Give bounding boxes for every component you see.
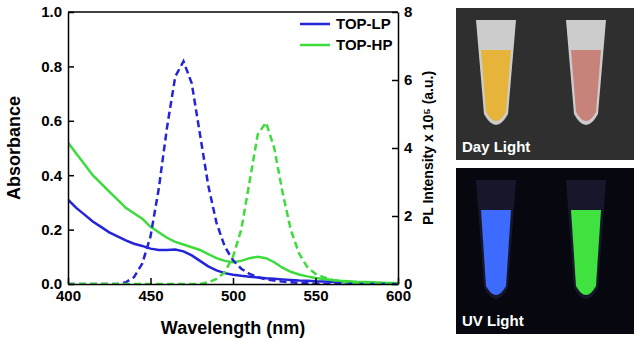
axis-line bbox=[68, 13, 70, 285]
tick-mark bbox=[392, 148, 398, 150]
y2-axis: 0 2 4 6 8 bbox=[392, 3, 413, 292]
tick: 0.6 bbox=[41, 112, 74, 129]
tick-mark bbox=[68, 284, 74, 286]
legend-label: TOP-LP bbox=[336, 15, 391, 32]
tube bbox=[476, 20, 516, 125]
tick-mark bbox=[68, 229, 74, 231]
photo-label: Day Light bbox=[462, 138, 530, 155]
legend-label: TOP-HP bbox=[336, 36, 392, 53]
tube bbox=[566, 180, 606, 299]
chart: 4004505005506000.00.20.40.60.81.002468Wa… bbox=[0, 0, 639, 341]
tube bbox=[476, 180, 516, 299]
x-axis-title: Wavelength (nm) bbox=[161, 318, 305, 338]
tick: 500 bbox=[221, 278, 246, 304]
tick: 2 bbox=[392, 207, 412, 224]
tube-content bbox=[571, 210, 601, 295]
y-axis: 0.0 0.2 0.4 0.6 0.8 1.0 bbox=[41, 3, 74, 292]
photo-label: UV Light bbox=[462, 312, 524, 329]
tick-label: 450 bbox=[138, 287, 163, 304]
tick-mark bbox=[392, 80, 398, 82]
tube-content bbox=[571, 50, 601, 121]
photo: Day Light bbox=[456, 8, 634, 160]
tick-label: 0.8 bbox=[41, 58, 62, 75]
tick: 0 bbox=[392, 275, 412, 292]
tick-label: 4 bbox=[404, 139, 413, 156]
tick: 0.2 bbox=[41, 221, 74, 238]
tick-label: 8 bbox=[404, 3, 412, 20]
tick-mark bbox=[233, 278, 235, 284]
tick-mark bbox=[150, 278, 152, 284]
photo: UV Light bbox=[456, 168, 634, 334]
tick-label: 550 bbox=[303, 287, 328, 304]
plot-lines bbox=[68, 61, 398, 284]
tick-mark bbox=[392, 216, 398, 218]
series-line bbox=[68, 200, 398, 284]
legend: TOP-LP TOP-HP bbox=[300, 15, 392, 53]
series-line bbox=[68, 123, 398, 285]
tick: 6 bbox=[392, 71, 412, 88]
photo-background bbox=[456, 8, 634, 160]
legend-swatch bbox=[300, 23, 330, 26]
tick-mark bbox=[392, 284, 398, 286]
y2-axis-title: PL Intensity x 10⁵ (a.u.) bbox=[420, 71, 436, 225]
y-axis-title: Absorbance bbox=[4, 96, 24, 200]
tick: 0.4 bbox=[41, 167, 74, 184]
series-line bbox=[68, 143, 398, 284]
tick-label: 1.0 bbox=[41, 3, 62, 20]
tube-content bbox=[481, 50, 511, 121]
tick-label: 0.0 bbox=[41, 275, 62, 292]
tick: 0.0 bbox=[41, 275, 74, 292]
x-axis: 400450500550600 bbox=[56, 278, 411, 304]
tick-label: 500 bbox=[221, 287, 246, 304]
legend-swatch bbox=[300, 44, 330, 47]
tick-mark bbox=[68, 175, 74, 177]
tick-mark bbox=[68, 121, 74, 123]
tick-label: 0.2 bbox=[41, 221, 62, 238]
tick-label: 0.4 bbox=[41, 167, 63, 184]
tick-label: 6 bbox=[404, 71, 412, 88]
tick-mark bbox=[315, 278, 317, 284]
tube-content bbox=[481, 210, 511, 295]
tick: 4 bbox=[392, 139, 413, 156]
tick: 0.8 bbox=[41, 58, 74, 75]
tick: 550 bbox=[303, 278, 328, 304]
series-line bbox=[68, 61, 398, 284]
tick-label: 0 bbox=[404, 275, 412, 292]
frame bbox=[68, 11, 398, 13]
tick-mark bbox=[68, 66, 74, 68]
photo-background bbox=[456, 168, 634, 334]
tube bbox=[566, 20, 606, 125]
tick-label: 0.6 bbox=[41, 112, 62, 129]
tick-label: 2 bbox=[404, 207, 412, 224]
tick: 450 bbox=[138, 278, 163, 304]
